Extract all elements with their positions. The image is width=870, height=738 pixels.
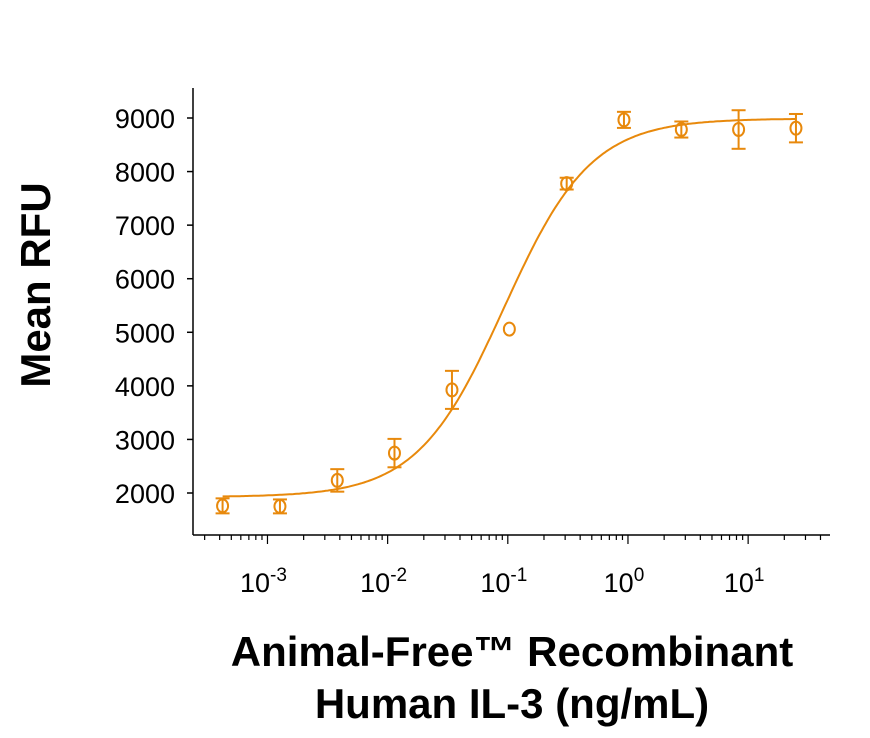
data-point — [616, 110, 631, 129]
data-point — [330, 468, 345, 493]
data-marker — [674, 122, 688, 138]
fit-curve — [222, 118, 796, 498]
x-tick-base: 10 — [360, 568, 390, 598]
data-marker — [617, 112, 631, 128]
data-point — [674, 120, 689, 139]
data-point — [387, 437, 402, 469]
x-tick-exponent: -1 — [510, 565, 527, 586]
data-marker — [789, 120, 803, 136]
x-tick-base: 10 — [480, 568, 510, 598]
x-axis-title-line1: Animal-Free™ Recombinant — [231, 628, 793, 675]
data-marker — [216, 498, 230, 514]
data-point — [502, 321, 516, 337]
data-point — [731, 109, 746, 150]
x-axis-title-line2: Human IL-3 (ng/mL) — [315, 680, 709, 727]
y-tick-label: 3000 — [115, 425, 175, 455]
data-point — [272, 498, 287, 515]
y-tick-label: 8000 — [115, 158, 175, 188]
fit-curve-group — [222, 118, 796, 498]
x-tick-label: 10-2 — [360, 565, 407, 598]
x-tick-label: 100 — [604, 565, 645, 598]
data-point — [788, 112, 803, 144]
y-axis-title: Mean RFU — [12, 182, 59, 387]
y-tick-label: 6000 — [115, 265, 175, 295]
x-tick-exponent: -2 — [390, 565, 407, 586]
data-point — [444, 369, 459, 410]
data-marker — [387, 445, 401, 461]
x-tick-exponent: 1 — [754, 565, 765, 586]
x-tick-label: 101 — [724, 565, 765, 598]
x-tick-base: 10 — [604, 568, 634, 598]
x-tick-base: 10 — [240, 568, 270, 598]
x-tick-label: 10-3 — [240, 565, 287, 598]
x-tick-label: 10-1 — [480, 565, 527, 598]
data-marker — [445, 382, 459, 398]
data-point — [559, 176, 574, 192]
x-tick-exponent: 0 — [634, 565, 645, 586]
y-tick-label: 7000 — [115, 211, 175, 241]
data-marker — [273, 498, 287, 514]
y-tick-label: 9000 — [115, 104, 175, 134]
data-marker — [502, 321, 516, 337]
x-tick-exponent: -3 — [270, 565, 287, 586]
data-marker — [330, 472, 344, 488]
y-tick-label: 5000 — [115, 318, 175, 348]
data-point — [215, 497, 230, 515]
data-points — [215, 109, 803, 515]
y-tick-label: 4000 — [115, 372, 175, 402]
x-tick-base: 10 — [724, 568, 754, 598]
data-marker — [560, 176, 574, 192]
y-tick-label: 2000 — [115, 479, 175, 509]
data-marker — [732, 122, 746, 138]
